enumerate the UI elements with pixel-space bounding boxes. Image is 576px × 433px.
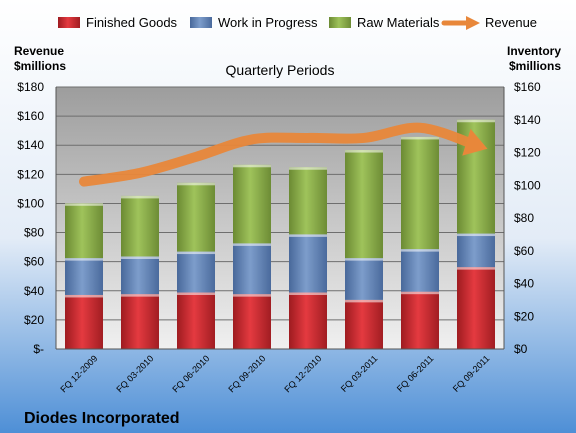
bar-work-in-progress [401, 249, 439, 292]
bar-top-highlight [233, 164, 271, 168]
bar-top-highlight [65, 258, 103, 261]
bar-work-in-progress [345, 258, 383, 300]
right-tick-label: $80 [514, 211, 534, 225]
legend-label-work-in-progress: Work in Progress [218, 15, 318, 30]
bar-finished-goods [457, 267, 495, 349]
bar-work-in-progress [289, 234, 327, 293]
revenue-arrowhead [462, 128, 488, 156]
left-axis-title-line2: $millions [14, 59, 66, 73]
bar-finished-goods [65, 294, 103, 349]
bar-top-highlight [457, 267, 495, 270]
company-name: Diodes Incorporated [24, 410, 180, 427]
bar-top-highlight [401, 249, 439, 252]
bar-finished-goods [121, 294, 159, 349]
bar-top-highlight [401, 136, 439, 140]
bar-raw-materials [345, 150, 383, 259]
bar-raw-materials [177, 182, 215, 252]
bar-top-highlight [457, 119, 495, 123]
right-tick-label: $40 [514, 277, 534, 291]
bar-top-highlight [457, 233, 495, 237]
left-tick-label: $180 [17, 80, 44, 94]
right-axis-title-line2: $millions [509, 59, 561, 73]
bar-work-in-progress [457, 233, 495, 268]
right-tick-label: $140 [514, 113, 541, 127]
legend-label-finished-goods: Finished Goods [86, 15, 178, 30]
bar-top-highlight [289, 292, 327, 296]
revenue-line-group [79, 122, 488, 187]
bar-top-highlight [121, 294, 159, 297]
bar-top-highlight [345, 299, 383, 303]
legend-label-revenue: Revenue [485, 15, 537, 30]
left-tick-label: $60 [24, 255, 44, 269]
bar-top-highlight [345, 258, 383, 261]
bar-finished-goods [233, 294, 271, 349]
left-tick-label: $80 [24, 226, 44, 240]
left-tick-label: $140 [17, 138, 44, 152]
bar-finished-goods [177, 292, 215, 349]
legend-swatch-finished-goods [58, 17, 80, 28]
bar-top-highlight [289, 234, 327, 237]
bar-work-in-progress [177, 251, 215, 293]
bar-work-in-progress [121, 256, 159, 295]
left-tick-label: $40 [24, 284, 44, 298]
bar-raw-materials [121, 195, 159, 257]
right-tick-label: $120 [514, 146, 541, 160]
chart-title: Quarterly Periods [226, 62, 335, 78]
right-tick-label: $0 [514, 342, 528, 356]
right-tick-label: $100 [514, 178, 541, 192]
bar-raw-materials [289, 167, 327, 235]
bar-top-highlight [233, 294, 271, 297]
bar-work-in-progress [65, 258, 103, 295]
bar-raw-materials [233, 164, 271, 244]
bar-top-highlight [121, 256, 159, 259]
bar-finished-goods [289, 292, 327, 349]
bar-top-highlight [177, 182, 215, 186]
bar-raw-materials [65, 203, 103, 259]
right-axis-title-line1: Inventory [507, 44, 561, 58]
bar-work-in-progress [233, 243, 271, 295]
right-tick-label: $20 [514, 309, 534, 323]
bar-top-highlight [345, 150, 383, 153]
bar-top-highlight [65, 203, 103, 206]
bar-top-highlight [289, 167, 327, 170]
left-axis-title-line1: Revenue [14, 44, 64, 58]
bar-top-highlight [121, 195, 159, 199]
right-tick-label: $60 [514, 244, 534, 258]
bar-finished-goods [345, 299, 383, 349]
left-tick-label: $- [33, 342, 44, 356]
bars-group [65, 119, 495, 349]
left-tick-label: $100 [17, 196, 44, 210]
legend-swatch-revenue-arrowhead [466, 16, 480, 30]
bar-top-highlight [233, 243, 271, 246]
left-tick-label: $160 [17, 109, 44, 123]
bar-top-highlight [177, 292, 215, 296]
legend-swatch-raw-materials [329, 17, 351, 28]
bar-top-highlight [65, 294, 103, 298]
bar-top-highlight [177, 251, 215, 255]
left-tick-label: $20 [24, 313, 44, 327]
left-tick-label: $120 [17, 167, 44, 181]
revenue-line [79, 122, 481, 187]
bar-finished-goods [401, 291, 439, 349]
bar-raw-materials [401, 136, 439, 250]
legend: Finished Goods Work in Progress Raw Mate… [58, 15, 537, 30]
bar-top-highlight [401, 291, 439, 295]
right-tick-label: $160 [514, 80, 541, 94]
legend-label-raw-materials: Raw Materials [357, 15, 440, 30]
legend-swatch-work-in-progress [190, 17, 212, 28]
